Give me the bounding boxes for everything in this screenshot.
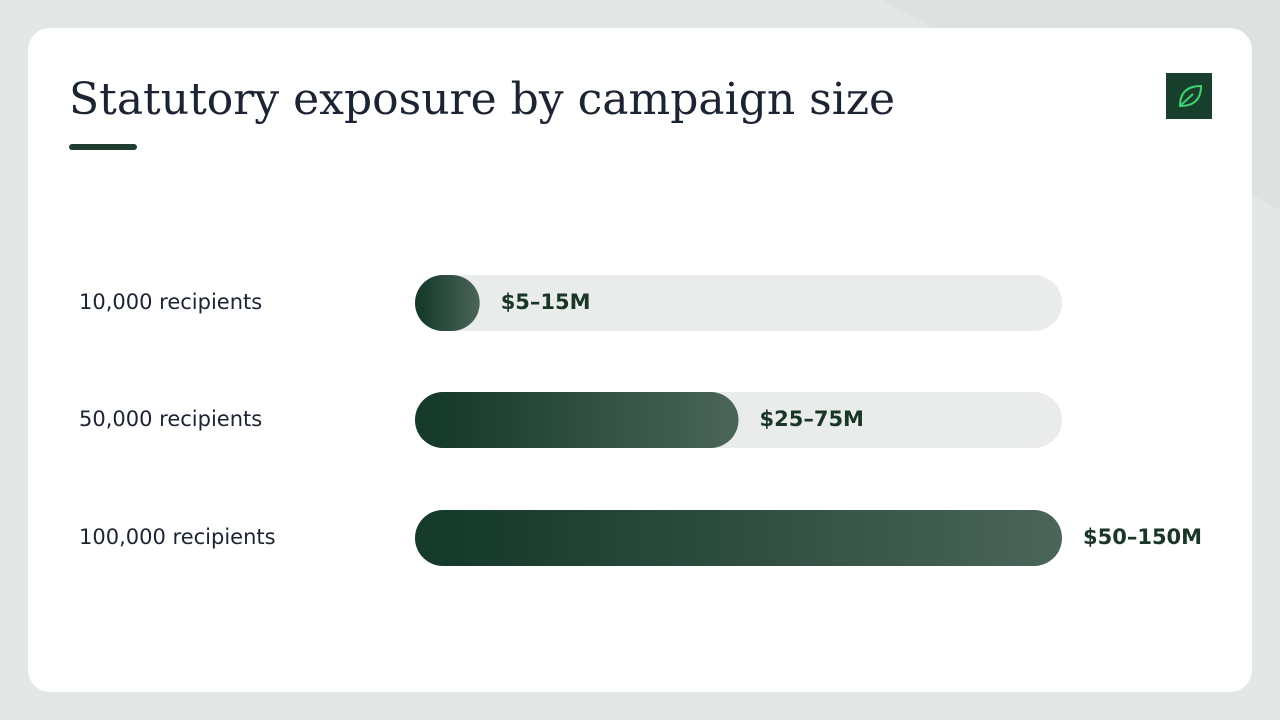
category-label: 100,000 recipients bbox=[79, 525, 276, 549]
card bbox=[28, 28, 1252, 692]
plot: 10,000 recipients $5–15M 50,000 recipients… bbox=[79, 275, 1202, 566]
value-label: $25–75M bbox=[760, 407, 864, 431]
logo-icon bbox=[1166, 73, 1212, 119]
title-underline bbox=[69, 144, 137, 150]
value-label: $5–15M bbox=[501, 290, 591, 314]
bar bbox=[415, 510, 1062, 566]
bar bbox=[415, 275, 480, 331]
category-label: 50,000 recipients bbox=[79, 407, 262, 431]
bar bbox=[415, 392, 739, 448]
chart-title: Statutory exposure by campaign size bbox=[69, 74, 895, 125]
category-label: 10,000 recipients bbox=[79, 290, 262, 314]
value-label: $50–150M bbox=[1083, 525, 1202, 549]
bar-track bbox=[415, 275, 1062, 331]
